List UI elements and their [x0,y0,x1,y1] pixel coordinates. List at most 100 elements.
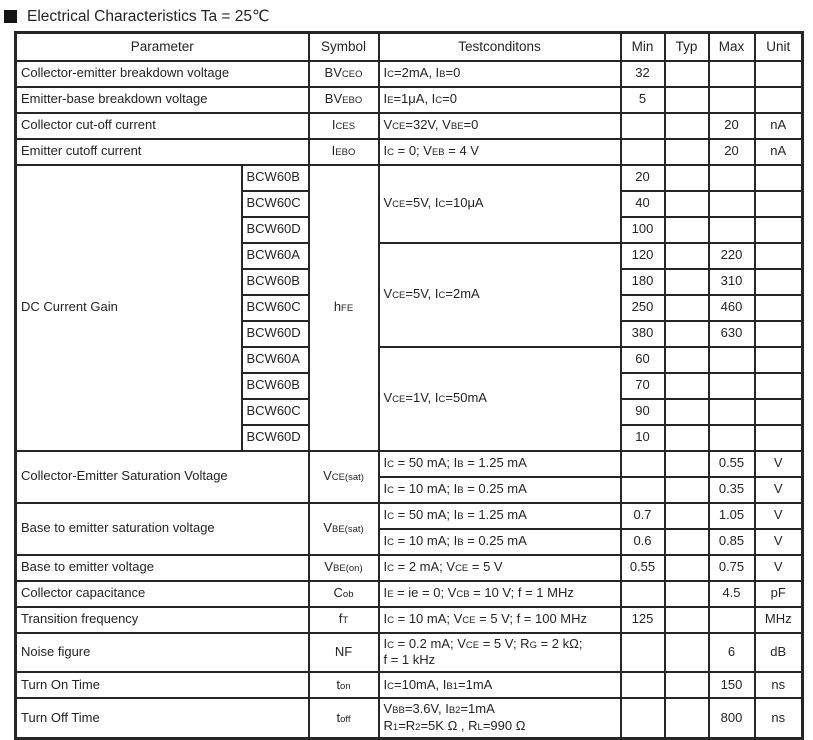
table-cell: VCE=5V, IC=10μA [377,163,622,244]
subscript-text: on [340,680,351,692]
table-cell: nA [753,111,804,140]
table-row: Emitter cutoff current IEBO IC = 0; VEB = … [14,137,804,166]
table-cell: VBE(on) [307,553,380,582]
table-cell: BVCEO [307,59,380,88]
table-cell: fT [307,605,380,634]
table-cell: toff [307,697,380,740]
table-cell [753,371,804,400]
table-cell: MHz [753,605,804,634]
table-row: IC = 10 mA; IB = 0.25 mA 0.35 V [16,475,804,504]
table-row: BCW60B 70 [16,371,804,400]
table-cell: V [753,527,804,556]
table-cell: 0.7 [619,501,666,530]
table-cell: 220 [707,241,756,270]
subscript-text: G [529,639,537,651]
table-cell [619,631,666,674]
subscript-text: C [387,639,394,651]
table-cell [753,163,804,192]
subscript-text: BE(on) [333,563,363,575]
table-cell: 0.55 [619,553,666,582]
table-row: Turn On Time ton IC=10mA, IB1=1mA 150 ns [14,671,804,700]
table-cell: IC = 10 mA; IB = 0.25 mA [377,527,622,556]
table-cell: VBB=3.6V, IB2=1mA R1=R2=5K Ω , RL=990 Ω [377,697,622,740]
subscript-text: E [387,95,394,107]
table-cell: 20 [619,163,666,192]
table-cell [619,671,666,700]
table-cell: 0.35 [707,475,756,504]
table-row: BCW60D 100 [16,215,804,244]
table-cell: Noise figure [14,631,310,674]
table-cell: BCW60C [240,189,310,218]
subscript-text: B2 [448,705,461,717]
subscript-text: EB [431,147,445,159]
table-cell [753,267,804,296]
table-cell: 60 [619,345,666,374]
subscript-text: CB [456,589,470,601]
table-cell: V [753,501,804,530]
table-cell: 5 [619,85,666,114]
section-title-text: Electrical Characteristics Ta = 25℃ [27,8,270,25]
table-cell [753,397,804,426]
subscript-text: CE [392,290,406,302]
subscript-text: 1 [392,722,399,734]
table-cell: 120 [619,241,666,270]
table-cell: IE=1μA, IC=0 [377,85,622,114]
subscript-text: CEO [341,69,363,81]
table-cell: BCW60A [240,345,310,374]
table-row: Noise figure NF IC = 0.2 mA; VCE = 5 V; RG… [14,631,804,674]
table-cell: Base to emitter voltage [14,553,310,582]
table-row: BCW60C 90 [16,397,804,426]
table-row: Emitter-base breakdown voltage BVEBO IE=1μ… [14,85,804,114]
table-cell: Base to emitter saturation voltage [14,501,310,556]
table-cell: hFE [307,163,380,452]
table-cell [707,371,756,400]
table-cell: NF [307,631,380,674]
table-cell: BVEBO [307,85,380,114]
table-cell [707,215,756,244]
table-cell: ton [307,671,380,700]
table-cell: 0.55 [707,449,756,478]
table-cell: DC Current Gain [14,163,243,452]
subscript-text: B1 [446,680,459,692]
table-cell [753,215,804,244]
table-cell: Turn On Time [14,671,310,700]
table-cell [663,345,710,374]
table-cell [663,137,710,166]
subscript-text: C [387,563,394,575]
subscript-text: C [387,485,394,497]
table-cell: Collector-Emitter Saturation Voltage [14,449,310,504]
section-bullet-icon [4,10,17,23]
subscript-text: CE [455,563,469,575]
table-cell: 0.75 [707,553,756,582]
table-row: BCW60D 10 [16,423,804,452]
table-row: IC = 10 mA; IB = 0.25 mA 0.6 0.85 V [16,527,804,556]
table-cell: V [753,553,804,582]
subscript-text: B [457,537,464,549]
table-cell: Cob [307,579,380,608]
subscript-text: C [438,290,446,302]
column-header: Testconditons [377,31,622,62]
table-cell [663,189,710,218]
table-cell: BCW60B [240,267,310,296]
table-cell: 100 [619,215,666,244]
table-row: Turn Off Time toff VBB=3.6V, IB2=1mA R1=R2=… [14,697,804,740]
table-row: Transition frequency fT IC = 10 mA; VCE = … [14,605,804,634]
table-cell: BCW60C [240,397,310,426]
table-cell: BCW60D [240,215,310,244]
table-cell: 125 [619,605,666,634]
subscript-text: C [387,511,394,523]
subscript-text: C [435,95,443,107]
table-cell: 40 [619,189,666,218]
column-header: Min [619,31,666,62]
table-cell: IC = 2 mA; VCE = 5 V [377,553,622,582]
table-cell: 250 [619,293,666,322]
subscript-text: B [457,511,464,523]
table-cell [663,449,710,478]
table-cell [753,241,804,270]
table-cell: 460 [707,293,756,322]
table-cell [663,163,710,192]
table-cell: ns [753,671,804,700]
table-cell: IEBO [307,137,380,166]
table-cell [663,397,710,426]
table-cell: VCE=32V, VBE=0 [377,111,622,140]
